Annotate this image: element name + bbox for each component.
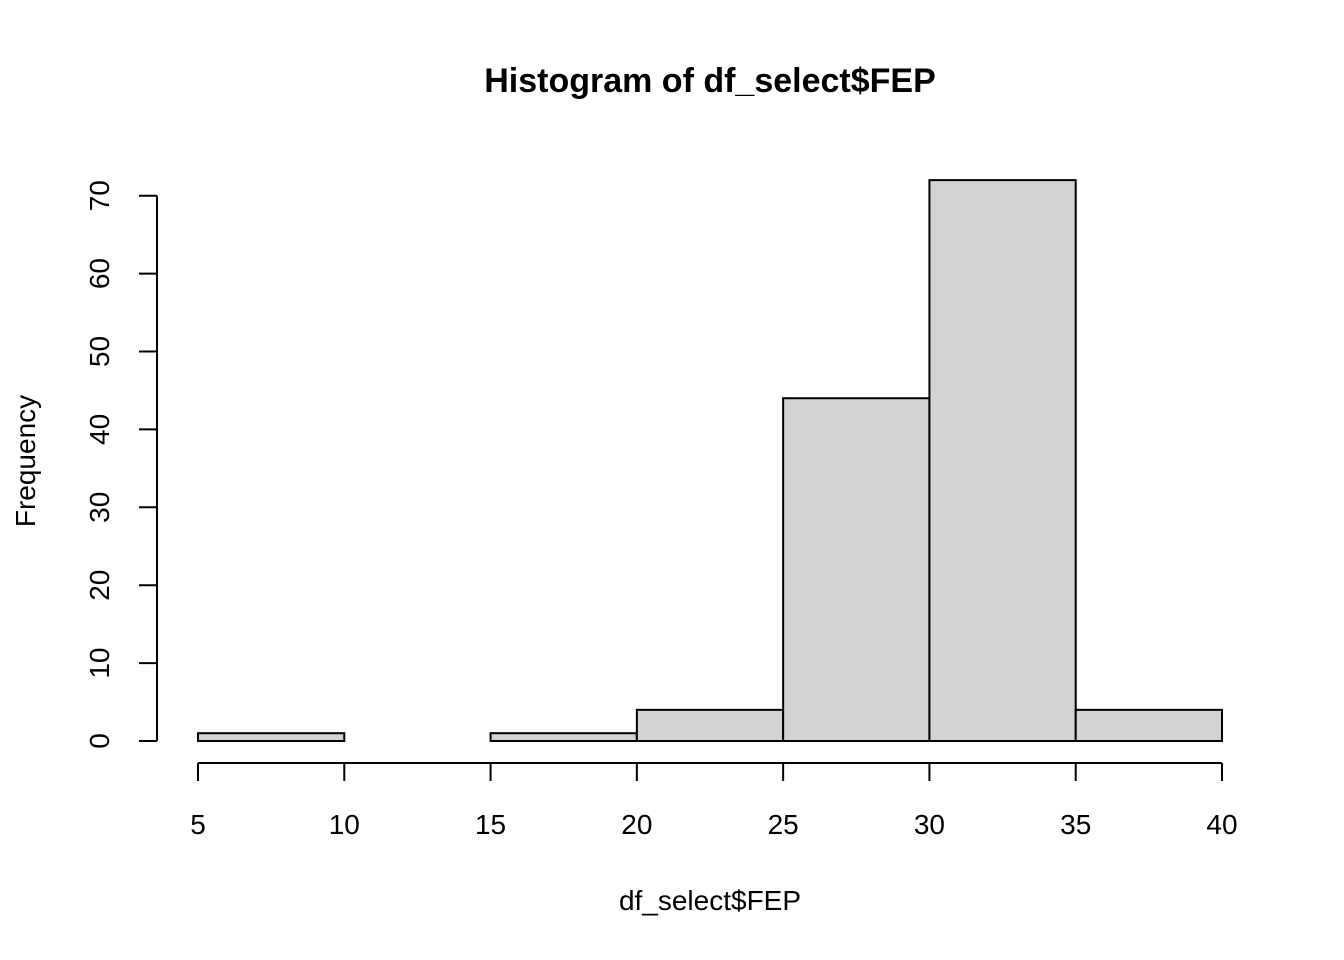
x-tick-label: 30: [914, 809, 945, 840]
y-tick-label: 10: [84, 648, 115, 679]
x-axis-label: df_select$FEP: [619, 885, 801, 916]
x-tick-label: 15: [475, 809, 506, 840]
x-tick-label: 5: [190, 809, 206, 840]
histogram-bar-20-25: [635, 708, 785, 743]
histogram-bar-25-30: [782, 397, 931, 742]
y-tick-label: 70: [84, 180, 115, 211]
y-tick-label: 50: [84, 336, 115, 367]
y-tick-label: 40: [84, 414, 115, 445]
x-tick-label: 20: [621, 809, 652, 840]
y-tick-label: 60: [84, 258, 115, 289]
bars-group: [197, 179, 1223, 743]
histogram-bar-30-35: [928, 179, 1077, 742]
y-axis: 0 10 20 30 40 50 60 70: [84, 180, 158, 749]
x-tick-label: 25: [768, 809, 799, 840]
chart-title: Histogram of df_select$FEP: [484, 62, 936, 100]
histogram-bar-35-40: [1074, 708, 1223, 743]
y-tick-label: 30: [84, 492, 115, 523]
y-tick-label: 0: [84, 733, 115, 749]
x-tick-label: 40: [1206, 809, 1237, 840]
y-tick-label: 20: [84, 570, 115, 601]
x-tick-label: 35: [1060, 809, 1091, 840]
x-axis: 5 10 15 20 25 30 35 40: [190, 762, 1238, 840]
x-tick-label: 10: [329, 809, 360, 840]
histogram-bar-15-20: [489, 732, 638, 743]
y-axis-label: Frequency: [10, 395, 41, 527]
histogram-bar-5-10: [197, 732, 346, 743]
